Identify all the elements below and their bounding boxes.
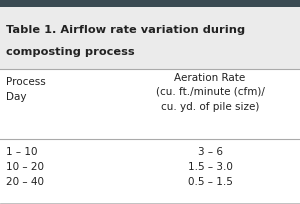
Text: Day: Day	[6, 92, 26, 102]
Bar	[0, 0, 300, 8]
Bar	[0, 70, 300, 204]
Text: Table 1. Airflow rate variation during: Table 1. Airflow rate variation during	[6, 25, 245, 35]
Text: 10 – 20: 10 – 20	[6, 161, 44, 171]
Text: 3 – 6: 3 – 6	[197, 146, 223, 156]
Text: 1 – 10: 1 – 10	[6, 146, 38, 156]
Text: Process: Process	[6, 77, 46, 86]
Text: (cu. ft./minute (cfm)/: (cu. ft./minute (cfm)/	[156, 86, 264, 96]
Text: 0.5 – 1.5: 0.5 – 1.5	[188, 176, 232, 186]
Text: 20 – 40: 20 – 40	[6, 176, 44, 186]
Text: Aeration Rate: Aeration Rate	[174, 73, 246, 83]
Text: composting process: composting process	[6, 47, 135, 57]
Bar	[0, 8, 300, 70]
Text: cu. yd. of pile size): cu. yd. of pile size)	[161, 102, 259, 111]
Text: 1.5 – 3.0: 1.5 – 3.0	[188, 161, 232, 171]
